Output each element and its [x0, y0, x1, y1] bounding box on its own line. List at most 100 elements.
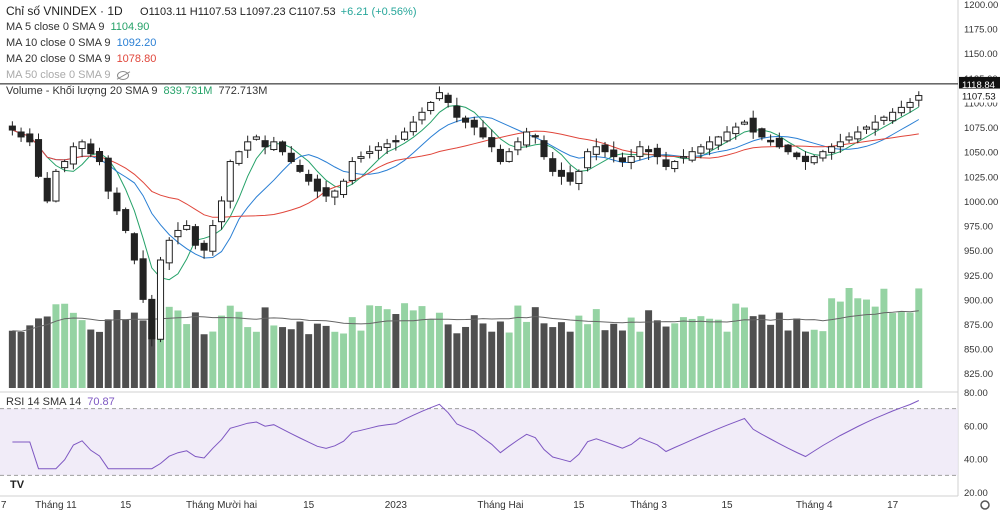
- volume-bar: [244, 327, 252, 388]
- rsi-label: RSI 14 SMA 14: [6, 396, 82, 408]
- volume-bar: [374, 305, 382, 388]
- price-tick-label: 1000.00: [964, 197, 998, 208]
- candle-body: [348, 161, 356, 181]
- volume-bar: [584, 324, 592, 388]
- candle-body: [627, 156, 635, 163]
- candle-body: [801, 155, 810, 163]
- rsi-tick-label: 20.00: [964, 488, 988, 499]
- volume-bar: [296, 321, 304, 388]
- legend-ma5[interactable]: MA 5 close 0 SMA 9 1104.90: [6, 20, 149, 34]
- volume-bar: [854, 298, 862, 388]
- volume-bar: [740, 307, 748, 388]
- volume-bar: [357, 330, 365, 388]
- volume-bar: [261, 307, 269, 388]
- volume-bar: [557, 322, 565, 388]
- volume-bar: [575, 315, 583, 388]
- volume-bar: [435, 312, 443, 388]
- candle-body: [43, 177, 51, 202]
- volume-bar: [252, 331, 260, 388]
- volume-bar: [915, 288, 923, 388]
- candle-body: [636, 146, 644, 157]
- rsi-tick-label: 40.00: [964, 455, 988, 466]
- candle-body: [34, 139, 43, 177]
- volume-bar: [775, 312, 783, 388]
- rsi-tick-label: 60.00: [964, 421, 988, 432]
- volume-bar: [706, 318, 714, 388]
- candle-body: [836, 141, 844, 148]
- candle-body: [592, 146, 600, 155]
- legend-volume[interactable]: Volume - Khối lượng 20 SMA 9 839.731M 772.…: [6, 84, 267, 98]
- legend-ma10[interactable]: MA 10 close 0 SMA 9 1092.20: [6, 36, 156, 50]
- candle-body: [444, 94, 452, 103]
- volume-bar: [549, 327, 557, 388]
- ma20-label: MA 20 close 0 SMA 9: [6, 53, 111, 65]
- volume-bar: [139, 320, 147, 388]
- candle-body: [17, 131, 25, 138]
- rsi-band: [0, 408, 958, 476]
- price-tick-label: 975.00: [964, 222, 993, 233]
- candle-body: [357, 156, 365, 159]
- settings-gear-icon[interactable]: [980, 500, 990, 510]
- volume-bar: [793, 318, 801, 388]
- legend-ma50[interactable]: MA 50 close 0 SMA 9: [6, 68, 129, 82]
- candle-body: [557, 169, 565, 177]
- legend-rsi[interactable]: RSI 14 SMA 14 70.87: [6, 395, 115, 409]
- volume-bar: [540, 323, 548, 388]
- price-tick-label: 850.00: [964, 345, 993, 356]
- candle-body: [514, 141, 522, 151]
- high-value: H1107.53: [189, 6, 237, 18]
- candle-body: [427, 101, 435, 112]
- candle-body: [113, 192, 121, 212]
- volume-bar: [714, 319, 722, 388]
- candle-body: [383, 143, 391, 148]
- volume-bar: [453, 333, 461, 388]
- candle-body: [488, 137, 496, 148]
- rsi-tick-label: 80.00: [964, 388, 988, 399]
- candle-body: [566, 172, 574, 182]
- volume-bar: [679, 317, 687, 388]
- volume-bar: [801, 331, 809, 388]
- candle-body: [462, 117, 470, 123]
- candle-body: [505, 151, 513, 162]
- candle-body: [435, 92, 443, 100]
- volume-bar: [749, 316, 757, 388]
- hidden-eye-icon[interactable]: [116, 70, 129, 80]
- price-tick-label: 900.00: [964, 295, 993, 306]
- price-tick-label: 825.00: [964, 369, 993, 380]
- volume-bar: [662, 326, 670, 388]
- volume-bar: [470, 315, 478, 388]
- volume-bar: [671, 323, 679, 388]
- ma5-line: [12, 104, 920, 281]
- candle-body: [252, 136, 260, 140]
- volume-bar: [636, 331, 644, 388]
- symbol-title[interactable]: Chỉ số VNINDEX · 1D: [6, 4, 123, 18]
- volume-bar: [732, 303, 740, 388]
- volume-bar: [96, 331, 103, 388]
- volume-bar: [218, 315, 226, 388]
- volume-bar: [592, 309, 600, 388]
- candle-body: [235, 151, 243, 164]
- tradingview-logo: TV: [10, 479, 25, 491]
- volume-bar: [226, 305, 234, 388]
- volume-sma-value: 772.713M: [218, 85, 268, 97]
- volume-bar: [174, 310, 182, 388]
- candle-body: [331, 190, 339, 198]
- candle-body: [139, 258, 147, 300]
- volume-bar: [627, 317, 635, 388]
- candle-body: [549, 158, 557, 172]
- candle-body: [156, 259, 165, 340]
- ma20-line: [12, 129, 919, 218]
- candle-body: [366, 151, 374, 154]
- volume-bar: [183, 324, 191, 388]
- volume-bar: [819, 331, 827, 388]
- volume-bar: [61, 303, 69, 388]
- time-tick-label: Tháng Hai: [477, 500, 523, 511]
- legend-ma20[interactable]: MA 20 close 0 SMA 9 1078.80: [6, 52, 156, 66]
- candle-body: [52, 170, 60, 202]
- candle-body: [854, 131, 862, 140]
- horizontal-line-label: 1118.84: [962, 80, 995, 91]
- close-value: C1107.53: [288, 6, 336, 18]
- time-tick-label: 15: [120, 500, 132, 511]
- ohlc-readout: O1103.11 H1107.53 L1097.23 C1107.53 +6.2…: [140, 6, 416, 18]
- volume-bar: [601, 330, 609, 388]
